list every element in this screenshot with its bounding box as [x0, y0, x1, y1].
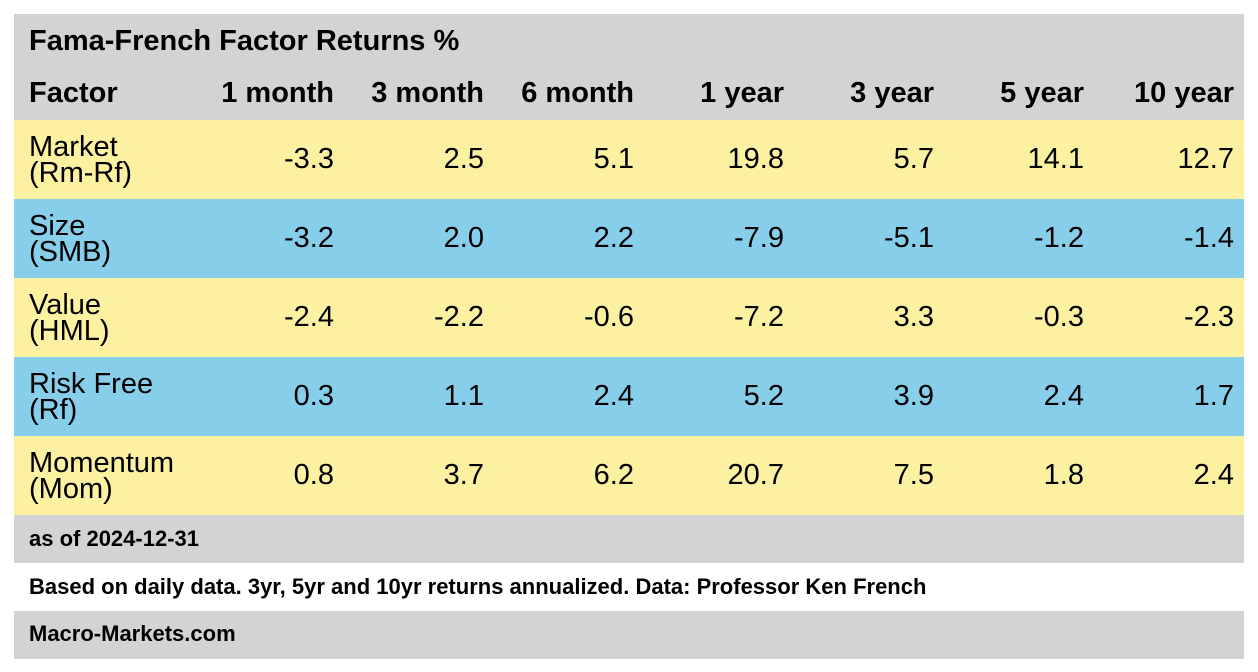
factor-code: (Rm-Rf)	[29, 156, 133, 189]
column-header-3-year: 3 year	[850, 77, 934, 109]
column-header-row: Factor 1 month 3 month 6 month 1 year 3 …	[14, 67, 1244, 120]
return-value-cell: 14.1	[1027, 143, 1084, 175]
return-value-cell: -2.4	[284, 301, 334, 333]
return-value-cell: -2.3	[1184, 301, 1234, 333]
table-row: Value (HML) -2.4 -2.2 -0.6 -7.2 3.3 -0.3 -2.3	[14, 278, 1244, 357]
return-value-cell: 3.9	[893, 380, 934, 412]
return-value-cell: -3.3	[284, 143, 334, 175]
column-header-10-year: 10 year	[1134, 77, 1234, 109]
return-value-cell: 2.5	[443, 143, 484, 175]
table-title: Fama-French Factor Returns %	[29, 25, 460, 57]
return-value-cell: -7.2	[734, 301, 784, 333]
return-value-cell: 5.2	[743, 380, 784, 412]
column-header-factor: Factor	[29, 77, 118, 109]
column-header-5-year: 5 year	[1000, 77, 1084, 109]
return-value-cell: -7.9	[734, 222, 784, 254]
table-row: Market (Rm-Rf) -3.3 2.5 5.1 19.8 5.7 14.1 12.7	[14, 120, 1244, 199]
return-value-cell: 1.1	[443, 380, 484, 412]
return-value-cell: -3.2	[284, 222, 334, 254]
table-row: Size (SMB) -3.2 2.0 2.2 -7.9 -5.1 -1.2 -1.4	[14, 199, 1244, 278]
table-header-band: Fama-French Factor Returns % Factor 1 mo…	[14, 14, 1244, 120]
return-value-cell: 5.7	[893, 143, 934, 175]
return-value-cell: -0.3	[1034, 301, 1084, 333]
return-value-cell: 6.2	[593, 459, 634, 491]
factor-name: Value	[29, 288, 102, 321]
factor-code: (SMB)	[29, 235, 112, 268]
return-value-cell: 0.8	[293, 459, 334, 491]
factor-code: (HML)	[29, 314, 110, 347]
factor-name: Risk Free	[29, 367, 154, 400]
factor-label: Risk Free (Rf)	[14, 367, 184, 426]
column-header-1-month: 1 month	[221, 77, 334, 109]
data-note: Based on daily data. 3yr, 5yr and 10yr r…	[14, 563, 1244, 611]
return-value-cell: 12.7	[1177, 143, 1234, 175]
return-value-cell: -1.2	[1034, 222, 1084, 254]
factor-label: Value (HML)	[14, 288, 184, 347]
factor-name: Size	[29, 209, 86, 242]
return-value-cell: 7.5	[893, 459, 934, 491]
factor-label: Market (Rm-Rf)	[14, 130, 184, 189]
return-value-cell: 2.4	[1043, 380, 1084, 412]
factor-label: Size (SMB)	[14, 209, 184, 268]
return-value-cell: 2.4	[593, 380, 634, 412]
table-body: Market (Rm-Rf) -3.3 2.5 5.1 19.8 5.7 14.1 12.7 Si…	[14, 120, 1244, 515]
source-credit: Macro-Markets.com	[14, 611, 1244, 659]
return-value-cell: 2.2	[593, 222, 634, 254]
return-value-cell: -1.4	[1184, 222, 1234, 254]
factor-returns-table: Fama-French Factor Returns % Factor 1 mo…	[14, 14, 1244, 659]
return-value-cell: 3.3	[893, 301, 934, 333]
factor-code: (Rf)	[29, 393, 78, 426]
factor-code: (Mom)	[29, 472, 113, 505]
return-value-cell: 19.8	[727, 143, 784, 175]
return-value-cell: -5.1	[884, 222, 934, 254]
return-value-cell: -0.6	[584, 301, 634, 333]
return-value-cell: 5.1	[593, 143, 634, 175]
as-of-date: as of 2024-12-31	[14, 515, 1244, 563]
return-value-cell: 1.8	[1043, 459, 1084, 491]
factor-label: Momentum (Mom)	[14, 446, 184, 505]
return-value-cell: 20.7	[727, 459, 784, 491]
column-header-3-month: 3 month	[371, 77, 484, 109]
column-header-1-year: 1 year	[700, 77, 784, 109]
table-row: Risk Free (Rf) 0.3 1.1 2.4 5.2 3.9 2.4 1.7	[14, 357, 1244, 436]
column-header-6-month: 6 month	[521, 77, 634, 109]
return-value-cell: -2.2	[434, 301, 484, 333]
factor-name: Market	[29, 130, 118, 163]
return-value-cell: 1.7	[1193, 380, 1234, 412]
factor-name: Momentum	[29, 446, 175, 479]
return-value-cell: 3.7	[443, 459, 484, 491]
return-value-cell: 0.3	[293, 380, 334, 412]
return-value-cell: 2.0	[443, 222, 484, 254]
return-value-cell: 2.4	[1193, 459, 1234, 491]
table-row: Momentum (Mom) 0.8 3.7 6.2 20.7 7.5 1.8 2.4	[14, 436, 1244, 515]
